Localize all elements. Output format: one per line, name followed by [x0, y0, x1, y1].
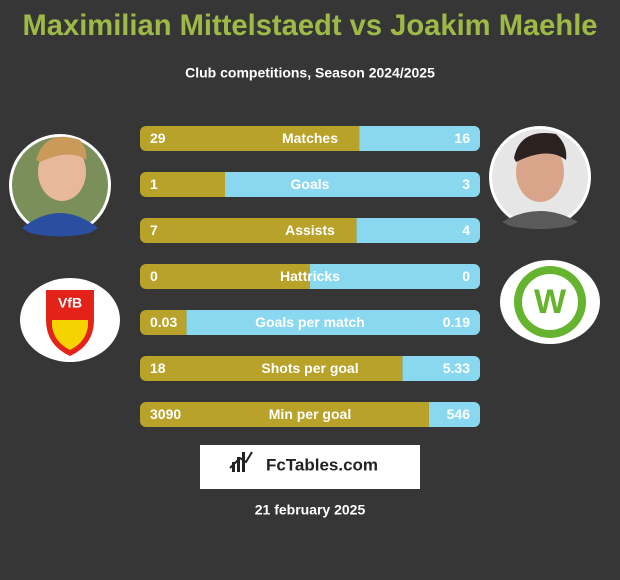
row-label: Matches [282, 130, 338, 146]
right-player-photo [489, 126, 591, 229]
left-value: 0 [150, 268, 158, 284]
left-bar [140, 218, 357, 243]
left-value: 3090 [150, 406, 181, 422]
row-label: Assists [285, 222, 335, 238]
row-label: Hattricks [280, 268, 340, 284]
left-value: 29 [150, 130, 166, 146]
left-bar [140, 402, 429, 427]
right-club-logo: W [500, 260, 600, 344]
right-value: 0.19 [443, 314, 470, 330]
left-bar [140, 126, 360, 151]
left-value: 18 [150, 360, 166, 376]
row-label: Goals [291, 176, 330, 192]
right-bar [186, 310, 480, 335]
left-value: 0.03 [150, 314, 177, 330]
svg-text:VfB: VfB [58, 295, 82, 311]
left-bar [140, 356, 403, 381]
row-label: Goals per match [255, 314, 365, 330]
left-bar [140, 264, 310, 289]
left-bar [140, 172, 225, 197]
date: 21 february 2025 [255, 502, 366, 518]
right-value: 4 [462, 222, 470, 238]
right-bar [359, 126, 480, 151]
left-club-logo: VfB [20, 278, 120, 362]
right-bar [428, 402, 480, 427]
right-bar [356, 218, 480, 243]
right-value: 0 [462, 268, 470, 284]
chart-title: Maximilian Mittelstaedt vs Joakim Maehle [23, 9, 598, 42]
right-value: 16 [454, 130, 470, 146]
svg-text:W: W [534, 283, 567, 321]
right-bar [310, 264, 480, 289]
right-value: 5.33 [443, 360, 470, 376]
right-value: 3 [462, 176, 470, 192]
right-bar [402, 356, 480, 381]
left-bar [140, 310, 187, 335]
left-value: 1 [150, 176, 158, 192]
right-bar [225, 172, 480, 197]
left-value: 7 [150, 222, 158, 238]
brand-name: FcTables.com [266, 455, 378, 474]
right-value: 546 [447, 406, 471, 422]
left-player-photo [9, 134, 111, 237]
brand-box: FcTables.com [200, 445, 420, 489]
row-label: Min per goal [269, 406, 351, 422]
row-label: Shots per goal [261, 360, 358, 376]
subtitle: Club competitions, Season 2024/2025 [185, 65, 435, 81]
